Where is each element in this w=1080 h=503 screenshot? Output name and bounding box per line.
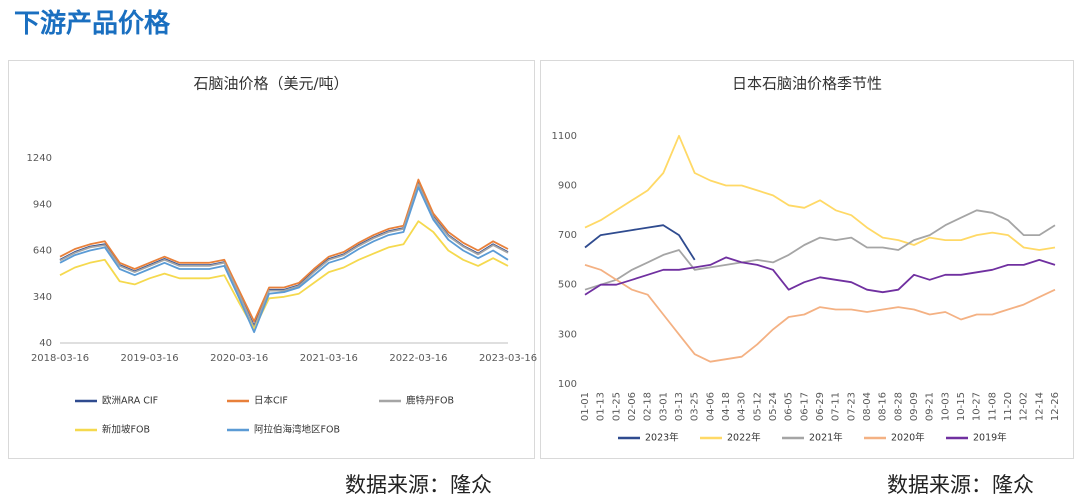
source: 数据来源：隆众 <box>345 473 492 497</box>
x-tick-label: 06-29 <box>815 392 826 421</box>
x-tick-label: 10-15 <box>956 392 967 421</box>
x-tick-label: 01-25 <box>611 392 622 421</box>
legend-label: 欧洲ARA CIF <box>102 395 158 407</box>
legend-label: 日本CIF <box>254 395 288 407</box>
x-tick-label: 04-30 <box>737 392 748 421</box>
series-line <box>59 178 509 323</box>
legend-label: 鹿特丹FOB <box>406 395 454 407</box>
x-tick-label: 12-14 <box>1034 392 1045 421</box>
series-line <box>59 186 509 334</box>
x-tick-label: 2023-03-16 <box>479 353 537 364</box>
x-tick-label: 2019-03-16 <box>121 353 179 364</box>
y-tick-label: 500 <box>558 280 577 291</box>
x-tick-label: 10-03 <box>940 392 951 421</box>
x-tick-label: 08-28 <box>893 392 904 421</box>
x-tick-label: 06-05 <box>784 392 795 421</box>
series-line <box>584 256 1056 296</box>
x-tick-label: 05-24 <box>768 392 779 421</box>
series-line <box>584 264 1056 363</box>
legend-label: 2023年 <box>645 432 679 444</box>
y-tick-label: 340 <box>33 292 52 303</box>
series-line <box>584 209 1056 291</box>
x-tick-label: 2018-03-16 <box>31 353 89 364</box>
y-tick-label: 900 <box>558 180 577 191</box>
chart-title: 石脑油价格（美元/吨） <box>193 75 348 93</box>
panel <box>8 60 535 459</box>
y-tick-label: 640 <box>33 246 52 257</box>
legend-label: 新加坡FOB <box>102 424 150 436</box>
legend-label: 2021年 <box>809 432 843 444</box>
x-tick-label: 07-23 <box>846 392 857 421</box>
series-line <box>59 181 509 327</box>
source: 数据来源：隆众 <box>887 473 1034 497</box>
chart-title: 日本石脑油价格季节性 <box>732 75 882 93</box>
panel <box>540 60 1074 459</box>
x-tick-label: 06-17 <box>799 392 810 421</box>
x-tick-label: 01-13 <box>596 392 607 421</box>
x-tick-label: 03-01 <box>658 392 669 421</box>
series-line <box>59 183 509 329</box>
x-tick-label: 2022-03-16 <box>389 353 447 364</box>
y-tick-label: 1100 <box>552 131 577 142</box>
x-tick-label: 2021-03-16 <box>300 353 358 364</box>
series-line <box>59 220 509 330</box>
legend-label: 阿拉伯海湾地区FOB <box>254 424 340 436</box>
y-tick-label: 700 <box>558 230 577 241</box>
x-tick-label: 01-01 <box>580 392 591 421</box>
page-title: 下游产品价格 <box>14 8 171 39</box>
x-tick-label: 2020-03-16 <box>210 353 268 364</box>
legend-label: 2019年 <box>973 432 1007 444</box>
y-tick-label: 940 <box>33 199 52 210</box>
x-tick-label: 09-09 <box>909 392 920 421</box>
x-tick-label: 04-06 <box>705 392 716 421</box>
x-tick-label: 11-08 <box>987 392 998 421</box>
y-tick-label: 100 <box>558 379 577 390</box>
x-tick-label: 02-18 <box>643 392 654 421</box>
y-tick-label: 40 <box>39 338 52 349</box>
x-tick-label: 10-27 <box>972 392 983 421</box>
x-tick-label: 03-13 <box>674 392 685 421</box>
x-tick-label: 08-16 <box>878 392 889 421</box>
legend-label: 2020年 <box>891 432 925 444</box>
series-line <box>584 134 1056 251</box>
legend-label: 2022年 <box>727 432 761 444</box>
x-tick-label: 07-11 <box>831 392 842 421</box>
y-tick-label: 1240 <box>27 153 52 164</box>
x-tick-label: 11-20 <box>1003 392 1014 421</box>
x-tick-label: 03-25 <box>690 392 701 421</box>
x-tick-label: 12-02 <box>1019 392 1030 421</box>
x-tick-label: 05-12 <box>752 392 763 421</box>
y-tick-label: 300 <box>558 329 577 340</box>
x-tick-label: 12-26 <box>1050 392 1061 421</box>
x-tick-label: 02-06 <box>627 392 638 421</box>
series-line <box>584 224 696 261</box>
x-tick-label: 04-18 <box>721 392 732 421</box>
x-tick-label: 09-21 <box>925 392 936 421</box>
x-tick-label: 08-04 <box>862 392 873 421</box>
